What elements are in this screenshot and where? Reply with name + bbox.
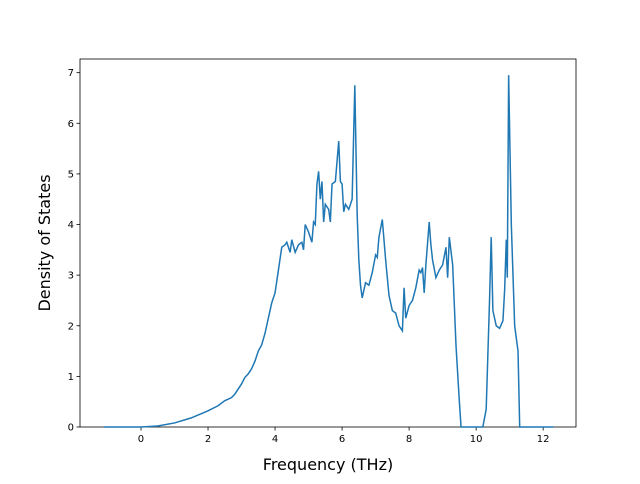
- y-tick-label: 3: [68, 271, 74, 282]
- y-tick-label: 0: [68, 423, 74, 434]
- y-tick-label: 7: [68, 68, 74, 79]
- x-tick-label: 4: [272, 434, 278, 445]
- x-axis-label: Frequency (THz): [263, 455, 393, 474]
- y-tick-label: 6: [68, 119, 74, 130]
- y-tick-label: 5: [68, 169, 74, 180]
- x-tick-label: 2: [205, 434, 211, 445]
- axes-frame: [79, 58, 577, 428]
- x-tick-label: 12: [537, 434, 550, 445]
- y-tick-label: 1: [68, 372, 74, 383]
- y-tick-label: 2: [68, 321, 74, 332]
- y-tick-label: 4: [68, 220, 74, 231]
- x-tick-label: 0: [138, 434, 144, 445]
- x-tick-label: 6: [339, 434, 345, 445]
- y-axis-label: Density of States: [35, 174, 54, 311]
- x-tick-label: 8: [406, 434, 412, 445]
- data-line: [104, 75, 554, 428]
- x-tick-label: 10: [470, 434, 483, 445]
